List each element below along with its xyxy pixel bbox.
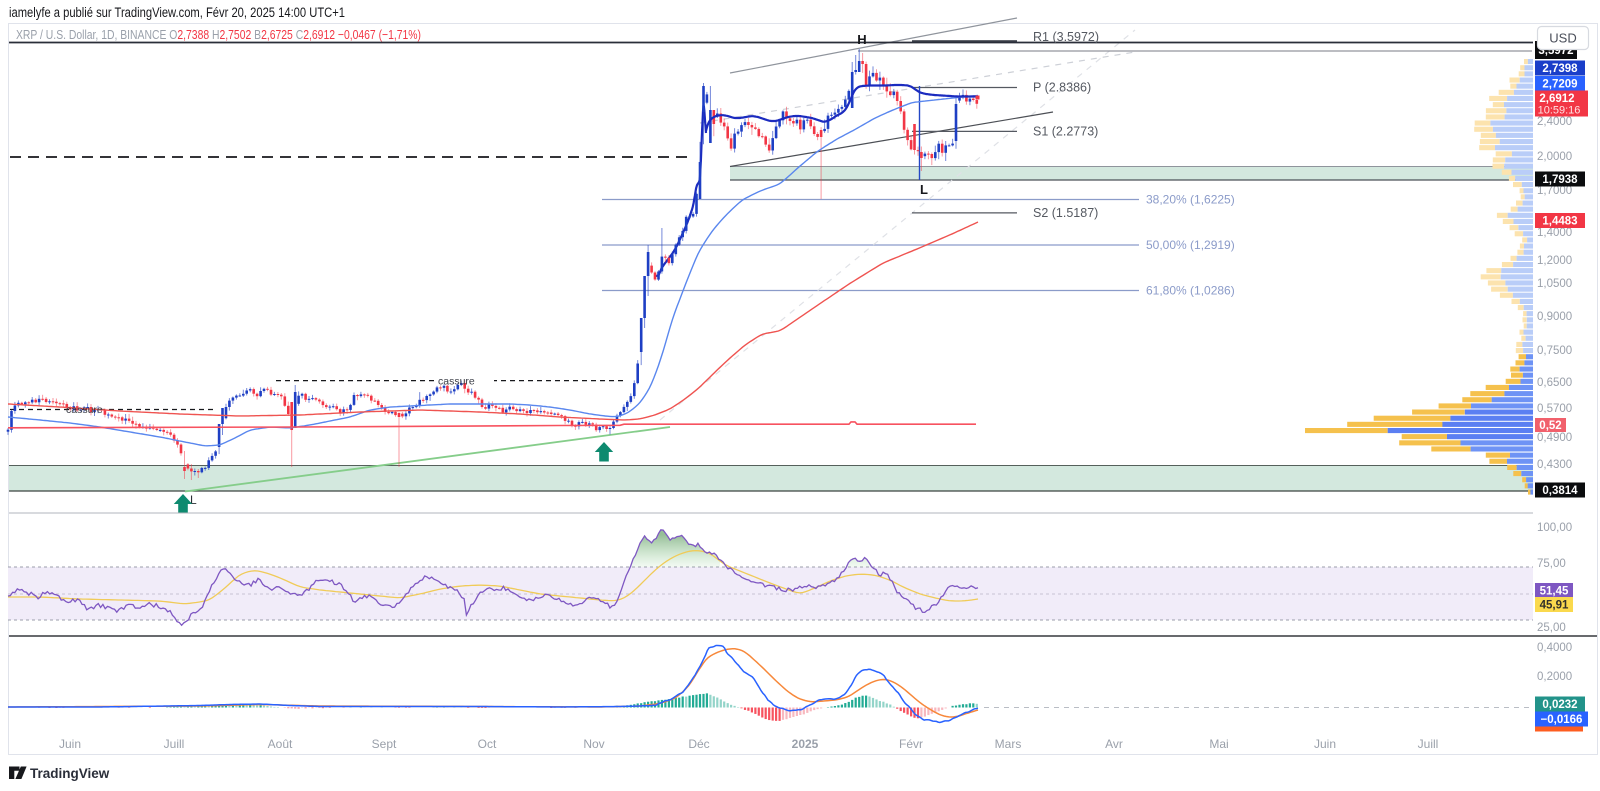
- svg-text:Avr: Avr: [1105, 737, 1123, 751]
- svg-text:2025: 2025: [792, 737, 819, 751]
- svg-text:2,6912: 2,6912: [1539, 93, 1574, 105]
- svg-text:0,5700: 0,5700: [1537, 403, 1572, 415]
- svg-text:Août: Août: [268, 737, 293, 751]
- svg-text:0,7500: 0,7500: [1537, 345, 1572, 357]
- svg-text:cassure: cassure: [66, 404, 103, 416]
- svg-text:Nov: Nov: [583, 737, 604, 751]
- svg-text:1,7938: 1,7938: [1542, 174, 1578, 186]
- svg-text:H: H: [857, 32, 866, 47]
- svg-text:Déc: Déc: [688, 737, 709, 751]
- svg-text:1,7000: 1,7000: [1537, 185, 1572, 197]
- svg-text:Sept: Sept: [372, 737, 397, 751]
- svg-text:S1 (2.2773): S1 (2.2773): [1033, 124, 1098, 138]
- svg-text:0,0232: 0,0232: [1542, 699, 1577, 711]
- svg-text:Juill: Juill: [164, 737, 185, 751]
- svg-text:L: L: [190, 493, 197, 507]
- svg-text:0,3814: 0,3814: [1542, 485, 1578, 497]
- svg-text:P (2.8386): P (2.8386): [1033, 81, 1091, 95]
- svg-text:2,7398: 2,7398: [1542, 63, 1578, 75]
- svg-text:Févr: Févr: [899, 737, 923, 751]
- svg-text:38,20% (1,6225): 38,20% (1,6225): [1146, 193, 1235, 207]
- svg-text:S2 (1.5187): S2 (1.5187): [1033, 206, 1098, 220]
- svg-text:Juin: Juin: [59, 737, 81, 751]
- svg-text:−0,0166: −0,0166: [1541, 714, 1583, 726]
- svg-text:iamelyfe a publié sur TradingV: iamelyfe a publié sur TradingView.com, F…: [9, 5, 345, 20]
- svg-text:1,2000: 1,2000: [1537, 255, 1572, 267]
- svg-text:0,52: 0,52: [1539, 420, 1561, 432]
- svg-text:1,0500: 1,0500: [1537, 278, 1572, 290]
- svg-text:2,7209: 2,7209: [1542, 79, 1577, 91]
- svg-text:100,00: 100,00: [1537, 522, 1572, 534]
- svg-text:0,4000: 0,4000: [1537, 642, 1572, 654]
- svg-text:0,2000: 0,2000: [1537, 671, 1572, 683]
- svg-text:Juill: Juill: [1418, 737, 1439, 751]
- svg-text:cassure: cassure: [438, 375, 475, 387]
- svg-text:25,00: 25,00: [1537, 622, 1566, 634]
- svg-text:61,80% (1,0286): 61,80% (1,0286): [1146, 284, 1235, 298]
- svg-text:1,4000: 1,4000: [1537, 227, 1572, 239]
- svg-text:Juin: Juin: [1314, 737, 1336, 751]
- svg-text:Oct: Oct: [478, 737, 497, 751]
- svg-text:0,6500: 0,6500: [1537, 377, 1572, 389]
- svg-text:2,0000: 2,0000: [1537, 151, 1572, 163]
- svg-text:Mai: Mai: [1209, 737, 1228, 751]
- svg-text:50,00% (1,2919): 50,00% (1,2919): [1146, 238, 1235, 252]
- svg-text:2,4000: 2,4000: [1537, 116, 1572, 128]
- svg-text:45,91: 45,91: [1540, 600, 1569, 612]
- svg-text:L: L: [920, 182, 928, 197]
- svg-text:R1 (3.5972): R1 (3.5972): [1033, 30, 1099, 44]
- svg-text:0,4900: 0,4900: [1537, 432, 1572, 444]
- svg-text:51,45: 51,45: [1540, 586, 1569, 598]
- svg-text:0,9000: 0,9000: [1537, 311, 1572, 323]
- svg-text:Mars: Mars: [995, 737, 1022, 751]
- svg-text:TradingView: TradingView: [30, 766, 110, 781]
- svg-text:75,00: 75,00: [1537, 558, 1566, 570]
- svg-text:USD: USD: [1549, 31, 1576, 46]
- svg-text:XRP / U.S. Dollar, 1D, BINANCE: XRP / U.S. Dollar, 1D, BINANCE O2,7388 H…: [16, 27, 421, 42]
- svg-text:10:59:16: 10:59:16: [1538, 105, 1581, 117]
- svg-text:1,4483: 1,4483: [1542, 216, 1577, 228]
- svg-text:0,4300: 0,4300: [1537, 459, 1572, 471]
